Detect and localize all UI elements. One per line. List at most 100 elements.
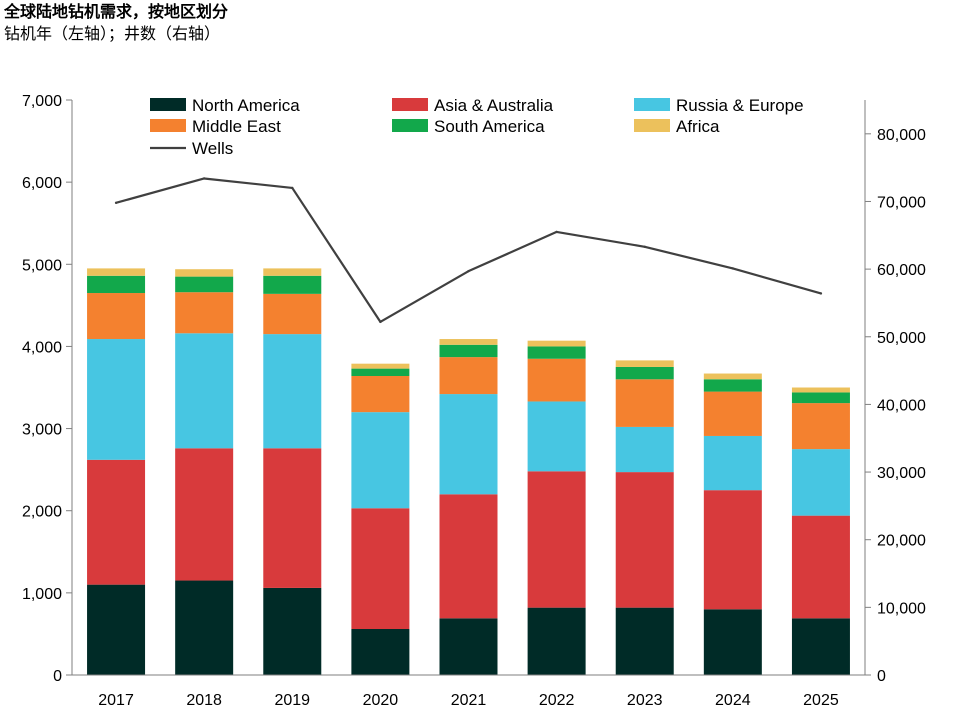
right-tick-label: 40,000 — [877, 397, 926, 414]
bar-russia-and-europe-2024 — [703, 435, 762, 491]
bar-south-america-2021 — [439, 344, 498, 358]
bar-asia-and-australia-2017 — [87, 459, 146, 585]
legend-label-south-america: South America — [434, 117, 545, 136]
bar-africa-2025 — [791, 387, 850, 393]
x-tick-label-2021: 2021 — [451, 692, 487, 709]
wells-point-2022 — [555, 230, 558, 234]
bar-russia-and-europe-2017 — [87, 339, 146, 460]
bar-north-america-2017 — [87, 584, 146, 675]
wells-point-2018 — [202, 177, 206, 180]
bar-africa-2021 — [439, 339, 498, 345]
bar-north-america-2020 — [351, 629, 410, 675]
bar-north-america-2018 — [175, 580, 234, 675]
right-tick-label: 70,000 — [877, 194, 926, 211]
legend-swatch-south-america — [392, 119, 428, 132]
legend-label-asia-and-australia: Asia & Australia — [434, 96, 554, 115]
bar-north-america-2023 — [615, 607, 674, 675]
right-tick-label: 30,000 — [877, 465, 926, 482]
bar-south-america-2024 — [703, 379, 762, 392]
legend-swatch-north-america — [150, 98, 186, 111]
bar-russia-and-europe-2025 — [791, 449, 850, 516]
bars-layer — [87, 268, 850, 675]
bar-middle-east-2023 — [615, 379, 674, 427]
bar-asia-and-australia-2024 — [703, 490, 762, 610]
bar-north-america-2019 — [263, 587, 322, 675]
left-tick-label: 3,000 — [22, 422, 62, 439]
bar-africa-2022 — [527, 340, 586, 347]
left-tick-label: 2,000 — [22, 504, 62, 521]
right-tick-label: 60,000 — [877, 262, 926, 279]
bar-africa-2017 — [87, 268, 146, 276]
right-tick-label: 0 — [877, 668, 886, 685]
left-tick-label: 7,000 — [22, 93, 62, 110]
left-tick-label: 6,000 — [22, 175, 62, 192]
bar-africa-2020 — [351, 363, 410, 369]
bar-russia-and-europe-2018 — [175, 333, 234, 449]
legend-swatch-asia-and-australia — [392, 98, 428, 111]
bar-russia-and-europe-2020 — [351, 412, 410, 509]
legend-swatch-middle-east — [150, 119, 186, 132]
bar-middle-east-2017 — [87, 293, 146, 340]
bar-south-america-2019 — [263, 275, 322, 294]
x-tick-label-2018: 2018 — [186, 692, 222, 709]
bar-south-america-2020 — [351, 368, 410, 376]
bar-russia-and-europe-2021 — [439, 394, 498, 495]
bar-russia-and-europe-2022 — [527, 401, 586, 472]
x-tick-label-2025: 2025 — [803, 692, 839, 709]
bar-asia-and-australia-2019 — [263, 448, 322, 588]
bar-africa-2024 — [703, 373, 762, 380]
bar-south-america-2022 — [527, 346, 586, 359]
legend: North America Asia & Australia Russia & Eu… — [150, 96, 804, 158]
x-tick-label-2020: 2020 — [363, 692, 399, 709]
bar-africa-2023 — [615, 360, 674, 367]
right-tick-label: 50,000 — [877, 330, 926, 347]
bar-asia-and-australia-2021 — [439, 494, 498, 619]
bar-middle-east-2019 — [263, 293, 322, 335]
legend-label-middle-east: Middle East — [192, 117, 281, 136]
x-tick-label-2024: 2024 — [715, 692, 751, 709]
legend-label-north-america: North America — [192, 96, 300, 115]
bar-asia-and-australia-2022 — [527, 471, 586, 608]
left-tick-label: 5,000 — [22, 257, 62, 274]
x-tick-label-2019: 2019 — [274, 692, 310, 709]
wells-point-2017 — [114, 201, 118, 205]
x-tick-label-2022: 2022 — [539, 692, 575, 709]
legend-swatch-russia-and-europe — [634, 98, 670, 111]
bar-south-america-2025 — [791, 392, 850, 404]
left-tick-label: 4,000 — [22, 339, 62, 356]
bar-south-america-2023 — [615, 366, 674, 380]
bar-south-america-2017 — [87, 275, 146, 294]
bar-north-america-2025 — [791, 618, 850, 675]
right-tick-label: 20,000 — [877, 533, 926, 550]
legend-swatch-africa — [634, 119, 670, 132]
bar-asia-and-australia-2025 — [791, 515, 850, 619]
x-tick-label-2017: 2017 — [98, 692, 134, 709]
wells-point-2025 — [819, 292, 823, 295]
wells-point-2023 — [643, 245, 646, 248]
wells-point-2021 — [467, 269, 470, 273]
bar-middle-east-2025 — [791, 403, 850, 450]
chart-title: 全球陆地钻机需求，按地区划分 — [4, 2, 229, 21]
bar-russia-and-europe-2019 — [263, 334, 322, 449]
bar-north-america-2021 — [439, 618, 498, 675]
bar-middle-east-2018 — [175, 292, 234, 334]
bar-africa-2019 — [263, 268, 322, 276]
bar-asia-and-australia-2018 — [175, 448, 234, 581]
bar-middle-east-2022 — [527, 358, 586, 402]
wells-line-layer — [114, 177, 823, 324]
left-tick-label: 1,000 — [22, 586, 62, 603]
wells-point-2019 — [291, 186, 294, 190]
legend-label-africa: Africa — [676, 117, 720, 136]
bar-asia-and-australia-2023 — [615, 472, 674, 608]
bar-russia-and-europe-2023 — [615, 426, 674, 473]
wells-point-2024 — [731, 267, 735, 270]
left-tick-label: 0 — [53, 668, 62, 685]
bar-asia-and-australia-2020 — [351, 508, 410, 629]
chart-subtitle: 钻机年（左轴）；井数（右轴） — [4, 24, 221, 43]
right-tick-label: 80,000 — [877, 127, 926, 144]
axes-layer: 0 1,000 2,000 3,000 4,000 5,000 6,000 7,000 0 10,… — [22, 93, 926, 709]
bar-south-america-2018 — [175, 276, 234, 293]
legend-label-wells: Wells — [192, 139, 233, 158]
right-tick-label: 10,000 — [877, 600, 926, 617]
